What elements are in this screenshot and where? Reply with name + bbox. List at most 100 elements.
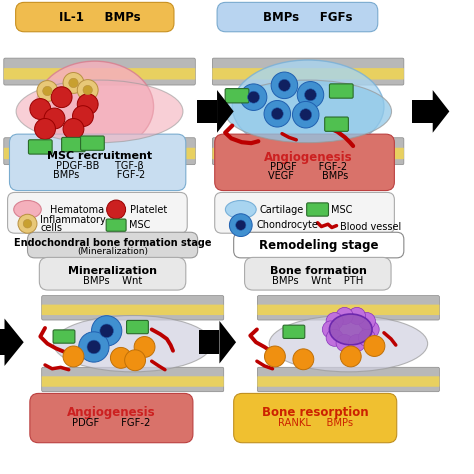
Text: Platelet: Platelet bbox=[130, 204, 168, 215]
FancyBboxPatch shape bbox=[81, 136, 104, 150]
FancyBboxPatch shape bbox=[27, 232, 198, 258]
Text: Endochondral bone formation stage: Endochondral bone formation stage bbox=[14, 237, 211, 248]
Circle shape bbox=[87, 340, 100, 354]
Text: MSC recruitment: MSC recruitment bbox=[47, 151, 152, 162]
Ellipse shape bbox=[329, 314, 372, 345]
Circle shape bbox=[110, 347, 131, 368]
Circle shape bbox=[100, 324, 113, 337]
Ellipse shape bbox=[54, 316, 212, 372]
Ellipse shape bbox=[232, 60, 384, 153]
Circle shape bbox=[304, 89, 317, 101]
FancyBboxPatch shape bbox=[412, 100, 433, 123]
Circle shape bbox=[44, 108, 65, 129]
Text: IL-1     BMPs: IL-1 BMPs bbox=[59, 10, 140, 24]
Polygon shape bbox=[219, 321, 236, 364]
Circle shape bbox=[336, 307, 353, 324]
Text: Hematoma: Hematoma bbox=[50, 204, 104, 215]
Text: Mineralization: Mineralization bbox=[68, 266, 157, 276]
Circle shape bbox=[43, 86, 52, 96]
Circle shape bbox=[340, 346, 361, 367]
FancyBboxPatch shape bbox=[197, 100, 217, 123]
Text: Angiogenesis: Angiogenesis bbox=[264, 151, 352, 164]
Circle shape bbox=[30, 99, 51, 119]
FancyBboxPatch shape bbox=[39, 257, 186, 290]
FancyBboxPatch shape bbox=[329, 84, 353, 98]
FancyBboxPatch shape bbox=[9, 134, 186, 191]
Circle shape bbox=[69, 78, 78, 88]
Circle shape bbox=[229, 214, 252, 237]
Text: VEGF         BMPs: VEGF BMPs bbox=[268, 171, 348, 182]
FancyBboxPatch shape bbox=[0, 329, 5, 356]
Text: Bone resorption: Bone resorption bbox=[262, 406, 368, 419]
Circle shape bbox=[362, 321, 379, 338]
FancyBboxPatch shape bbox=[199, 330, 219, 354]
Circle shape bbox=[358, 312, 375, 329]
FancyBboxPatch shape bbox=[234, 232, 404, 258]
FancyBboxPatch shape bbox=[62, 137, 85, 152]
Circle shape bbox=[63, 73, 84, 93]
Circle shape bbox=[364, 336, 385, 356]
Circle shape bbox=[91, 316, 122, 346]
FancyBboxPatch shape bbox=[283, 325, 305, 338]
Circle shape bbox=[326, 312, 343, 329]
FancyBboxPatch shape bbox=[42, 305, 224, 315]
Circle shape bbox=[107, 200, 126, 219]
Ellipse shape bbox=[16, 80, 183, 143]
Ellipse shape bbox=[225, 201, 256, 219]
Circle shape bbox=[77, 94, 98, 115]
Text: BMPs     FGFs: BMPs FGFs bbox=[264, 10, 353, 24]
FancyBboxPatch shape bbox=[234, 393, 397, 443]
Circle shape bbox=[79, 332, 109, 362]
Text: PDGF-BB     TGF-β: PDGF-BB TGF-β bbox=[55, 161, 144, 171]
Circle shape bbox=[292, 101, 319, 128]
Circle shape bbox=[77, 80, 98, 100]
FancyBboxPatch shape bbox=[42, 376, 224, 387]
FancyBboxPatch shape bbox=[307, 203, 328, 216]
FancyBboxPatch shape bbox=[217, 2, 378, 32]
FancyBboxPatch shape bbox=[4, 138, 195, 164]
FancyBboxPatch shape bbox=[325, 117, 348, 131]
Text: Chondrocyte: Chondrocyte bbox=[257, 220, 319, 230]
Circle shape bbox=[336, 335, 353, 352]
Text: BMPs    Wnt: BMPs Wnt bbox=[82, 276, 142, 286]
FancyBboxPatch shape bbox=[8, 192, 187, 233]
Circle shape bbox=[326, 329, 343, 346]
FancyBboxPatch shape bbox=[215, 134, 394, 191]
Circle shape bbox=[297, 82, 324, 108]
Text: Remodeling stage: Remodeling stage bbox=[259, 238, 379, 252]
Circle shape bbox=[236, 220, 246, 230]
Text: PDGF       FGF-2: PDGF FGF-2 bbox=[72, 418, 151, 428]
Polygon shape bbox=[433, 90, 449, 133]
Circle shape bbox=[125, 350, 146, 371]
FancyBboxPatch shape bbox=[212, 148, 404, 159]
FancyBboxPatch shape bbox=[42, 367, 224, 392]
Text: MSC: MSC bbox=[331, 204, 352, 215]
Circle shape bbox=[348, 335, 365, 352]
Ellipse shape bbox=[14, 201, 41, 219]
Text: Inflammatory: Inflammatory bbox=[40, 215, 106, 226]
Circle shape bbox=[348, 307, 365, 324]
Text: BMPs            FGF-2: BMPs FGF-2 bbox=[54, 170, 146, 181]
Circle shape bbox=[278, 79, 291, 91]
Circle shape bbox=[35, 118, 55, 139]
Circle shape bbox=[23, 219, 32, 228]
Circle shape bbox=[51, 87, 72, 108]
FancyBboxPatch shape bbox=[53, 330, 75, 343]
Text: Angiogenesis: Angiogenesis bbox=[67, 406, 155, 419]
FancyBboxPatch shape bbox=[4, 148, 195, 159]
Ellipse shape bbox=[225, 80, 392, 143]
Ellipse shape bbox=[269, 316, 428, 372]
Circle shape bbox=[300, 109, 312, 121]
FancyBboxPatch shape bbox=[30, 393, 193, 443]
FancyBboxPatch shape bbox=[212, 68, 404, 80]
FancyBboxPatch shape bbox=[106, 219, 126, 231]
FancyBboxPatch shape bbox=[212, 138, 404, 164]
Circle shape bbox=[264, 346, 285, 367]
FancyBboxPatch shape bbox=[4, 58, 195, 85]
Text: BMPs    Wnt    PTH: BMPs Wnt PTH bbox=[273, 276, 364, 286]
Text: Bone formation: Bone formation bbox=[270, 266, 366, 276]
FancyBboxPatch shape bbox=[257, 367, 439, 392]
FancyBboxPatch shape bbox=[245, 257, 391, 290]
Text: Cartilage: Cartilage bbox=[260, 204, 304, 215]
Circle shape bbox=[271, 72, 298, 99]
